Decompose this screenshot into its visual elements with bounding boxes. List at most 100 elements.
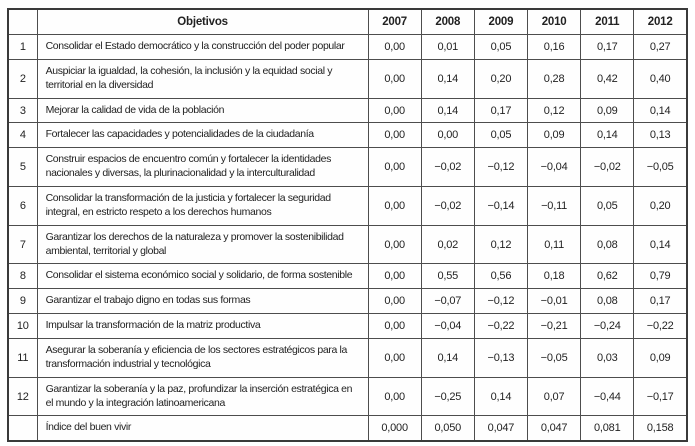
value-cell: 0,05 (473, 122, 529, 149)
value-cell: 0,79 (633, 263, 688, 290)
value-cell: 0,40 (633, 58, 688, 99)
value-cell: 0,14 (633, 224, 688, 265)
year-header-2011: 2011 (580, 8, 635, 35)
value-cell: 0,17 (580, 34, 635, 60)
value-cell: 0,09 (580, 97, 635, 124)
value-cell: 0,00 (367, 263, 422, 290)
value-cell: 0,27 (633, 34, 688, 60)
table-row: 6 Consolidar la transformación de la just… (7, 186, 688, 226)
objective-cell: Garantizar los derechos de la naturaleza… (36, 224, 369, 265)
value-cell: 0,16 (527, 34, 582, 60)
value-cell: 0,17 (473, 97, 529, 124)
objective-cell: Consolidar el sistema económico social y… (36, 263, 369, 290)
value-cell: 0,00 (367, 313, 422, 340)
value-cell: 0,20 (633, 186, 688, 226)
value-cell: 0,14 (420, 97, 475, 124)
value-cell: −0,02 (580, 147, 635, 188)
row-number: 1 (7, 34, 38, 60)
value-cell: −0,07 (420, 288, 475, 315)
value-cell: 0,28 (527, 58, 582, 99)
value-cell: −0,04 (527, 147, 582, 188)
value-cell: −0,02 (420, 186, 475, 226)
objective-cell: Consolidar el Estado democrático y la co… (36, 34, 369, 60)
corner-cell (7, 8, 38, 35)
row-number: 6 (7, 186, 38, 226)
value-cell: 0,14 (420, 338, 475, 378)
value-cell: −0,14 (473, 186, 529, 226)
value-cell: −0,17 (633, 376, 688, 417)
summary-value-cell: 0,000 (367, 415, 422, 442)
year-header-2007: 2007 (367, 8, 422, 35)
table-body: 1 Consolidar el Estado democrático y la c… (7, 34, 688, 417)
objective-cell: Garantizar el trabajo digno en todas sus… (36, 288, 369, 315)
value-cell: −0,22 (473, 313, 529, 340)
value-cell: −0,13 (473, 338, 529, 378)
objective-cell: Auspiciar la igualdad, la cohesión, la i… (36, 58, 369, 99)
value-cell: 0,20 (473, 58, 529, 99)
value-cell: −0,05 (633, 147, 688, 188)
value-cell: 0,62 (580, 263, 635, 290)
value-cell: −0,04 (420, 313, 475, 340)
year-header-2009: 2009 (473, 8, 529, 35)
summary-value-cell: 0,047 (473, 415, 529, 442)
value-cell: −0,22 (633, 313, 688, 340)
value-cell: 0,00 (367, 288, 422, 315)
value-cell: 0,08 (580, 288, 635, 315)
summary-value-cell: 0,081 (580, 415, 635, 442)
value-cell: −0,24 (580, 313, 635, 340)
year-header-2010: 2010 (527, 8, 582, 35)
year-header-2012: 2012 (633, 8, 688, 35)
table-row: 7 Garantizar los derechos de la naturalez… (7, 224, 688, 265)
value-cell: −0,12 (473, 288, 529, 315)
value-cell: 0,05 (473, 34, 529, 60)
value-cell: 0,00 (367, 34, 422, 60)
objective-cell: Construir espacios de encuentro común y … (36, 147, 369, 188)
value-cell: 0,42 (580, 58, 635, 99)
objective-cell: Garantizar la soberanía y la paz, profun… (36, 376, 369, 417)
value-cell: 0,11 (527, 224, 582, 265)
table-row: 11 Asegurar la soberanía y eficiencia de … (7, 338, 688, 378)
row-number: 4 (7, 122, 38, 149)
table-row: 3 Mejorar la calidad de vida de la poblac… (7, 97, 688, 124)
objectives-header: Objetivos (36, 8, 369, 35)
value-cell: 0,14 (580, 122, 635, 149)
value-cell: −0,44 (580, 376, 635, 417)
table-row: 10 Impulsar la transformación de la matri… (7, 313, 688, 340)
objective-cell: Fortalecer las capacidades y potencialid… (36, 122, 369, 149)
row-number: 5 (7, 147, 38, 188)
value-cell: 0,00 (367, 147, 422, 188)
value-cell: 0,12 (527, 97, 582, 124)
row-number: 12 (7, 376, 38, 417)
value-cell: 0,00 (367, 97, 422, 124)
table-row: 4 Fortalecer las capacidades y potenciali… (7, 122, 688, 149)
value-cell: 0,00 (367, 58, 422, 99)
objective-cell: Mejorar la calidad de vida de la poblaci… (36, 97, 369, 124)
value-cell: 0,55 (420, 263, 475, 290)
table-row: 1 Consolidar el Estado democrático y la c… (7, 34, 688, 60)
value-cell: 0,56 (473, 263, 529, 290)
objectives-table: Objetivos 2007 2008 2009 2010 2011 2012 … (7, 8, 688, 443)
row-number: 9 (7, 288, 38, 315)
value-cell: 0,05 (580, 186, 635, 226)
row-number: 11 (7, 338, 38, 378)
value-cell: −0,01 (527, 288, 582, 315)
value-cell: 0,14 (633, 97, 688, 124)
objective-cell: Consolidar la transformación de la justi… (36, 186, 369, 226)
value-cell: 0,00 (367, 122, 422, 149)
value-cell: 0,14 (420, 58, 475, 99)
value-cell: −0,25 (420, 376, 475, 417)
summary-value-cell: 0,047 (527, 415, 582, 442)
value-cell: 0,18 (527, 263, 582, 290)
summary-value-cell: 0,158 (633, 415, 688, 442)
value-cell: −0,05 (527, 338, 582, 378)
value-cell: 0,09 (633, 338, 688, 378)
header-row: Objetivos 2007 2008 2009 2010 2011 2012 (7, 8, 688, 35)
value-cell: 0,13 (633, 122, 688, 149)
table-row: 8 Consolidar el sistema económico social … (7, 263, 688, 290)
summary-row-number (7, 415, 38, 442)
value-cell: 0,00 (367, 186, 422, 226)
objective-cell: Impulsar la transformación de la matriz … (36, 313, 369, 340)
value-cell: −0,21 (527, 313, 582, 340)
summary-row: Índice del buen vivir 0,000 0,050 0,047 … (7, 415, 688, 442)
